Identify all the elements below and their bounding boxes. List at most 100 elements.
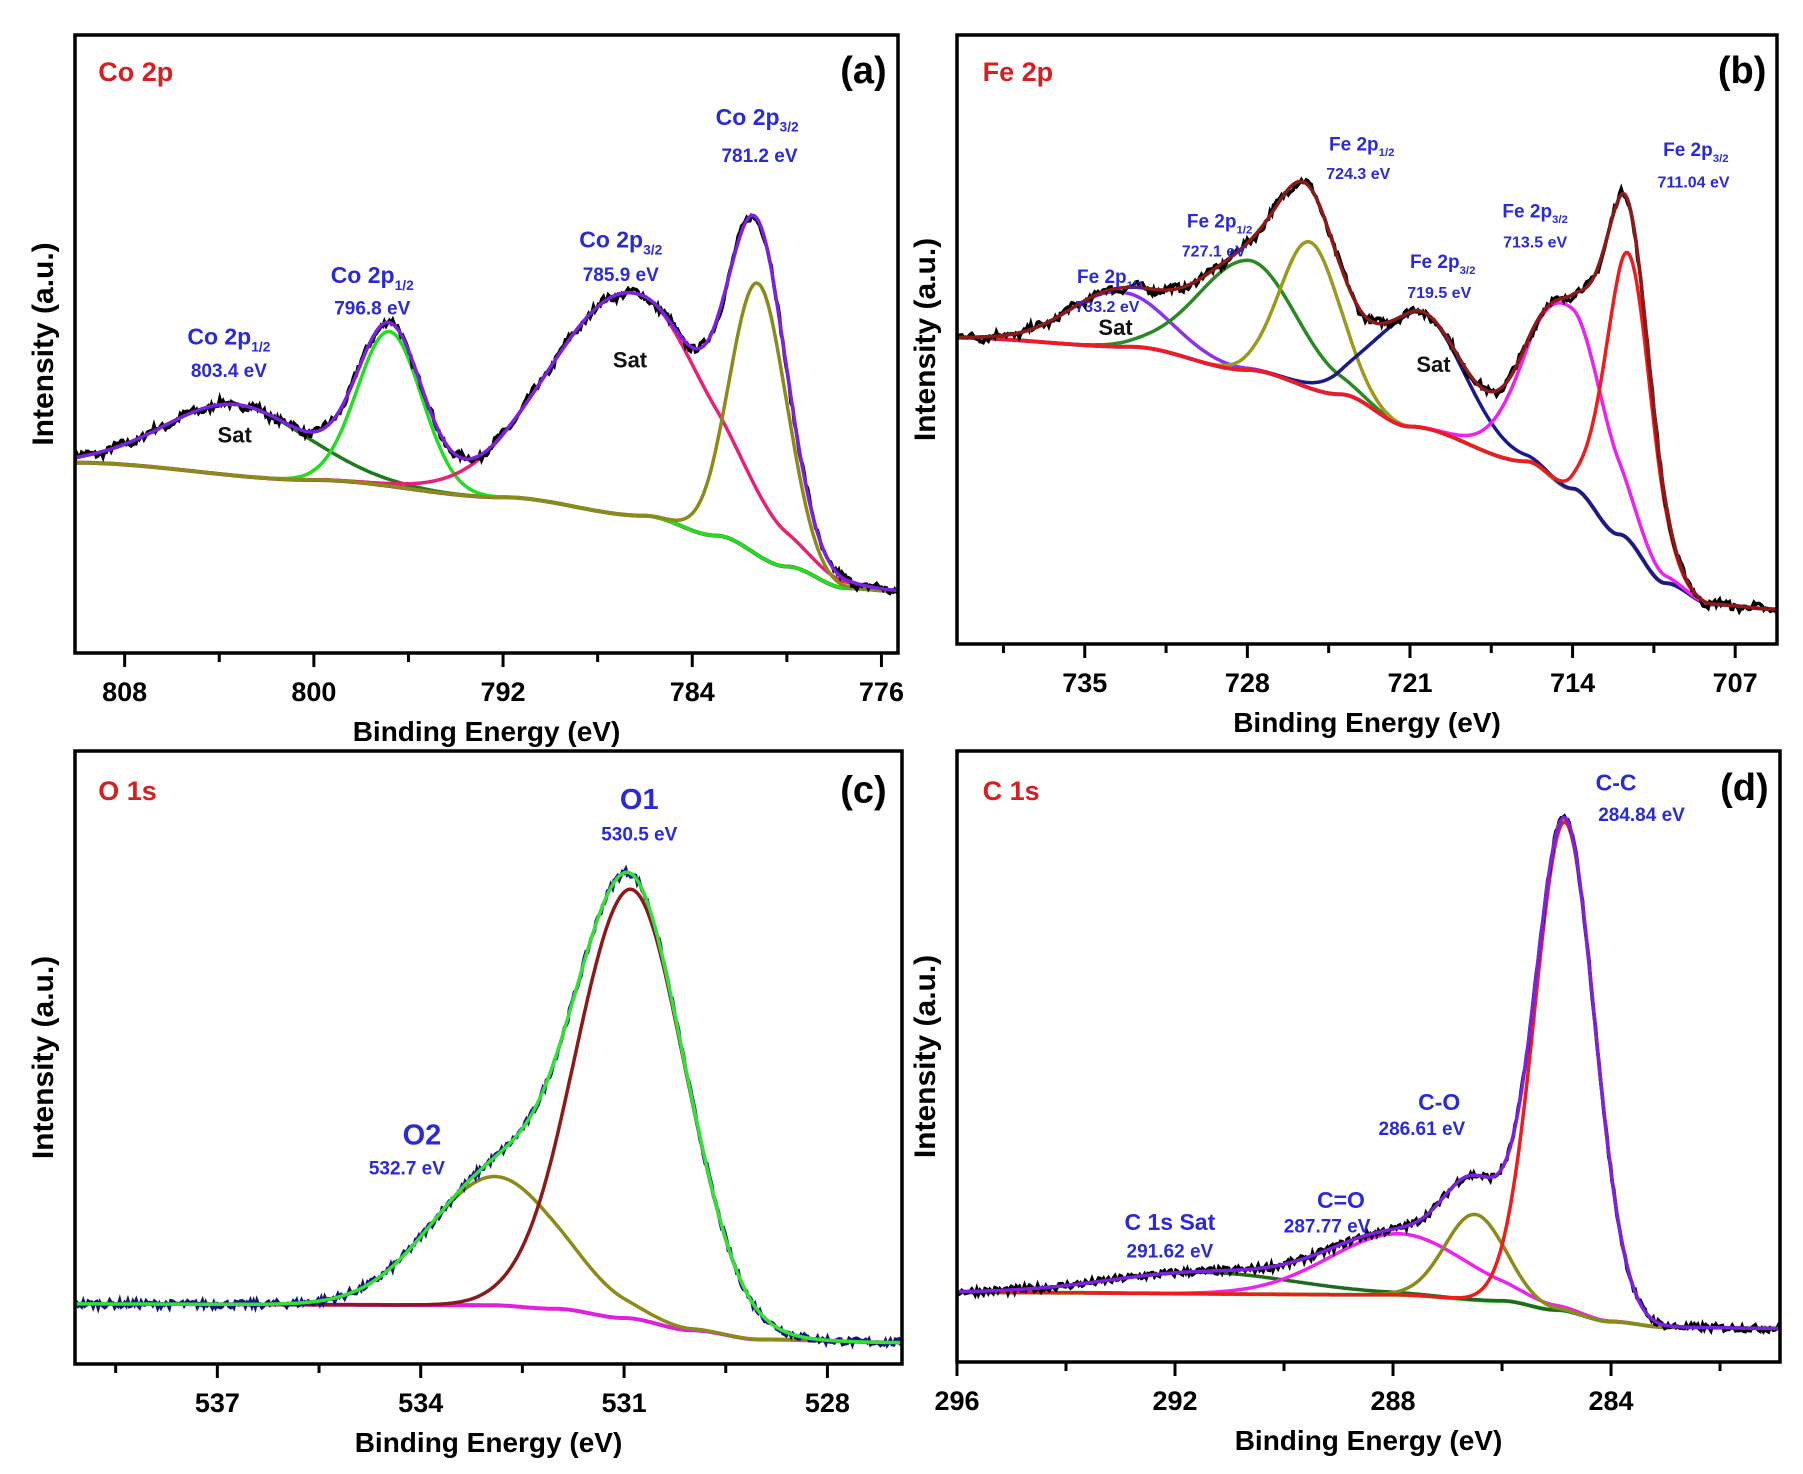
peak-name: C-O: [1418, 1089, 1460, 1115]
x-tick-label: 792: [481, 677, 526, 707]
peak-name: Co 2p: [187, 323, 251, 349]
sat-label: Sat: [1416, 352, 1451, 377]
panel-letter: (b): [1718, 50, 1767, 92]
peak-label: Fe 2p3/2: [1502, 201, 1567, 226]
background-line: [75, 460, 898, 594]
panel-b: 735 728 721 714 707 Binding Energy (eV) Intens…: [909, 33, 1779, 738]
peak-energy-label: 284.84 eV: [1598, 805, 1685, 826]
peak-name: Sat: [613, 348, 648, 373]
panel-d: 296 292 288 284 Binding Energy (eV) Intensity…: [909, 749, 1782, 1456]
x-tick-label: 784: [670, 677, 715, 707]
peak-label: Co 2p1/2: [187, 323, 270, 354]
peak-label: Fe 2p1/2: [1077, 267, 1142, 292]
peak-name: O2: [403, 1119, 442, 1151]
component-peak-3: [75, 281, 898, 593]
peak-label: C-C: [1596, 770, 1637, 796]
peak-energy-label: 727.1 eV: [1182, 244, 1246, 261]
peak-energy-label: 532.7 eV: [369, 1158, 445, 1179]
peak-energy-label: 781.2 eV: [721, 146, 797, 167]
peak-name: Sat: [218, 423, 253, 448]
peak-name: Fe 2p: [1663, 140, 1713, 161]
peak-label: O1: [620, 784, 659, 816]
peak-label: Fe 2p3/2: [1410, 252, 1475, 277]
peak-label: C-O: [1418, 1089, 1460, 1115]
x-tick-label: 707: [1713, 668, 1758, 698]
peak-subscript: 3/2: [1713, 153, 1729, 165]
x-tick-label: 808: [102, 677, 147, 707]
peak-subscript: 3/2: [1552, 214, 1568, 226]
panel-title: Co 2p: [98, 57, 173, 87]
x-tick-label: 528: [805, 1388, 850, 1418]
peak-name: O1: [620, 784, 659, 816]
peak-subscript: 1/2: [395, 278, 415, 293]
y-axis-label: Intensity (a.u.): [27, 242, 60, 445]
peak-label: O2: [403, 1119, 442, 1151]
peak-label: C=O: [1317, 1187, 1365, 1213]
peak-label: Co 2p3/2: [716, 104, 799, 135]
peak-name: Fe 2p: [1077, 267, 1127, 288]
panel-letter: (a): [840, 50, 886, 92]
x-tick-label: 735: [1062, 668, 1107, 698]
peak-name: Co 2p: [331, 262, 395, 288]
peak-energy-label: 291.62 eV: [1127, 1242, 1214, 1263]
x-axis-label: Binding Energy (eV): [353, 716, 621, 747]
peak-energy-label: 724.3 eV: [1326, 166, 1390, 183]
component-peak-5: [957, 250, 1777, 612]
peak-subscript: 1/2: [1236, 224, 1252, 236]
peak-energy-label: 713.5 eV: [1503, 234, 1567, 251]
peak-energy-label: 733.2 eV: [1075, 299, 1139, 316]
sat-label: Sat: [613, 348, 648, 373]
peak-label: Co 2p1/2: [331, 262, 414, 293]
x-tick-label: 728: [1225, 668, 1270, 698]
x-tick-label: 284: [1589, 1386, 1634, 1416]
x-tick-label: 292: [1152, 1386, 1197, 1416]
plot-area: [75, 212, 898, 596]
peak-subscript: 3/2: [1460, 265, 1476, 277]
experimental-spectrum: [75, 212, 898, 596]
plot-area: [75, 864, 902, 1350]
panel-title: O 1s: [98, 776, 157, 806]
peak-name: C-C: [1596, 770, 1637, 796]
peak-name: Fe 2p: [1502, 201, 1552, 222]
component-peak-1: [75, 887, 902, 1345]
x-axis-label: Binding Energy (eV): [355, 1427, 623, 1458]
x-tick-label: 776: [859, 677, 904, 707]
x-tick-label: 288: [1370, 1386, 1415, 1416]
y-axis-label: Intensity (a.u.): [909, 955, 942, 1158]
peak-name: Co 2p: [579, 226, 643, 252]
x-tick-label: 800: [291, 677, 336, 707]
plot-frame: [73, 33, 900, 655]
peak-subscript: 1/2: [1127, 280, 1143, 292]
peak-energy-label: 287.77 eV: [1284, 1216, 1371, 1237]
peak-name: Fe 2p: [1329, 134, 1379, 155]
panel-c: 537 534 531 528 Binding Energy (eV) Intensity…: [27, 749, 904, 1458]
sat-label: Sat: [1098, 315, 1133, 340]
peak-label: Fe 2p1/2: [1187, 212, 1252, 237]
peak-subscript: 1/2: [1379, 147, 1395, 159]
peak-subscript: 3/2: [780, 120, 800, 135]
x-tick-label: 721: [1387, 668, 1432, 698]
x-tick-label: 537: [195, 1388, 240, 1418]
peak-subscript: 3/2: [643, 242, 663, 257]
panel-title: Fe 2p: [983, 57, 1054, 87]
fitted-envelope: [957, 179, 1777, 612]
plot-frame: [73, 749, 904, 1366]
plot-frame: [955, 33, 1779, 646]
plot-area: [957, 813, 1780, 1335]
y-axis-label: Intensity (a.u.): [909, 238, 942, 441]
sat-label: Sat: [218, 423, 253, 448]
peak-energy-label: 530.5 eV: [601, 824, 677, 845]
peak-name: Sat: [1416, 352, 1451, 377]
peak-name: C=O: [1317, 1187, 1365, 1213]
x-tick-label: 534: [398, 1388, 443, 1418]
peak-name: Fe 2p: [1410, 252, 1460, 273]
peak-label: Fe 2p3/2: [1663, 140, 1728, 165]
plot-area: [957, 176, 1777, 616]
x-tick-label: 714: [1550, 668, 1595, 698]
fitted-envelope: [75, 213, 898, 593]
peak-energy-label: 803.4 eV: [191, 361, 267, 382]
peak-name: C 1s Sat: [1124, 1209, 1215, 1235]
experimental-spectrum: [75, 864, 902, 1350]
experimental-spectrum: [957, 813, 1780, 1335]
